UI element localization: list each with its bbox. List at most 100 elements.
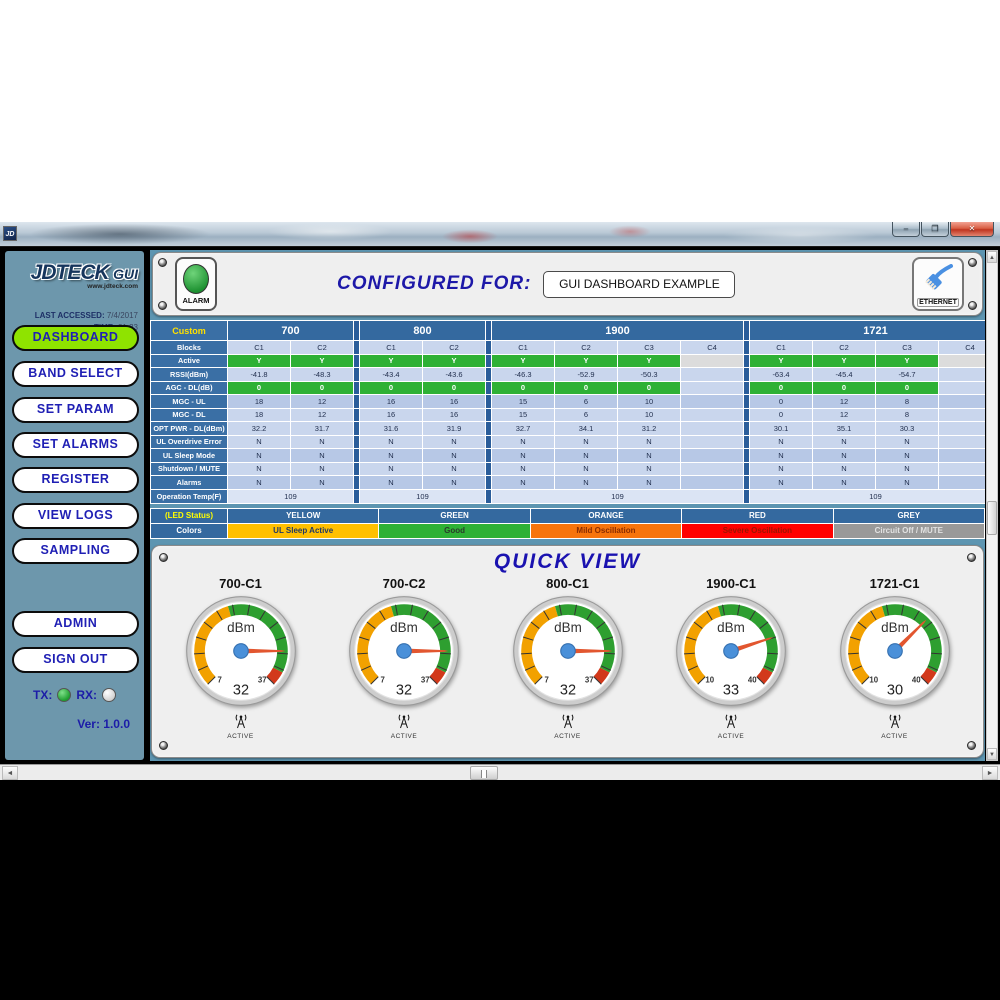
table-cell: 31.6 bbox=[360, 422, 422, 435]
table-cell bbox=[939, 422, 985, 435]
sidebar-item-sampling[interactable]: SAMPLING bbox=[12, 538, 139, 564]
sidebar-item-set-param[interactable]: SET PARAM bbox=[12, 397, 139, 423]
table-cell: N bbox=[492, 435, 554, 448]
status-table-wrap: Custom 700 800 1900 1721 Blocks C1 C2 C1 C2 C1 C2 C3… bbox=[150, 320, 985, 504]
vertical-scrollbar[interactable]: ▲ ▼ bbox=[986, 250, 998, 761]
legend-column-header: RED bbox=[682, 508, 833, 523]
band-divider-icon bbox=[744, 435, 749, 448]
sidebar-item-dashboard[interactable]: DASHBOARD bbox=[12, 325, 139, 351]
table-cell bbox=[939, 408, 985, 421]
table-cell: N bbox=[876, 462, 938, 475]
table-cell: N bbox=[555, 449, 617, 462]
alarm-led-icon bbox=[183, 263, 209, 294]
table-cell: N bbox=[423, 435, 485, 448]
table-cell: 0 bbox=[423, 381, 485, 394]
table-cell: N bbox=[228, 476, 290, 489]
gauge-status-label: ACTIVE bbox=[717, 732, 745, 740]
row-label: Shutdown / MUTE bbox=[151, 462, 227, 475]
table-cell: 12 bbox=[291, 395, 353, 408]
table-cell: N bbox=[618, 435, 680, 448]
table-cell: -46.3 bbox=[492, 368, 554, 381]
maximize-button[interactable]: ❐ bbox=[921, 222, 949, 237]
close-button[interactable]: ✕ bbox=[950, 222, 994, 237]
table-cell bbox=[681, 462, 743, 475]
band-header: 700 bbox=[228, 321, 353, 340]
alarm-button[interactable]: ALARM bbox=[175, 257, 217, 311]
scroll-down-icon[interactable]: ▼ bbox=[987, 748, 997, 760]
table-cell: Y bbox=[423, 354, 485, 367]
svg-text:7: 7 bbox=[544, 675, 549, 684]
minimize-button[interactable]: – bbox=[892, 222, 920, 237]
table-cell: N bbox=[750, 449, 812, 462]
table-cell bbox=[681, 476, 743, 489]
gauge-title: 1721-C1 bbox=[869, 575, 920, 591]
band-divider-icon bbox=[354, 395, 359, 408]
band-divider-icon bbox=[354, 408, 359, 421]
table-cell: -54.7 bbox=[876, 368, 938, 381]
desktop-background bbox=[0, 0, 1000, 222]
table-cell: N bbox=[291, 462, 353, 475]
table-corner-custom: Custom bbox=[151, 321, 227, 340]
table-cell: -45.4 bbox=[813, 368, 875, 381]
table-cell: N bbox=[492, 449, 554, 462]
table-cell bbox=[681, 449, 743, 462]
scroll-right-icon[interactable]: ► bbox=[982, 766, 998, 780]
sidebar-item-set-alarms[interactable]: SET ALARMS bbox=[12, 432, 139, 458]
horizontal-scroll-thumb[interactable] bbox=[470, 766, 498, 780]
svg-text:40: 40 bbox=[748, 675, 757, 684]
table-cell bbox=[681, 408, 743, 421]
gauge-block: 700-C1 dBm 7 37 32 ACTIVE bbox=[166, 576, 316, 740]
gauge-block: 700-C2 dBm 7 37 32 ACTIVE bbox=[329, 576, 479, 740]
sign-out-button[interactable]: SIGN OUT bbox=[12, 647, 139, 673]
table-cell: -41.8 bbox=[228, 368, 290, 381]
gauge-status-label: ACTIVE bbox=[227, 732, 254, 740]
legend-column-header: YELLOW bbox=[228, 508, 379, 523]
table-cell: 0 bbox=[750, 408, 812, 421]
scroll-left-icon[interactable]: ◄ bbox=[2, 766, 18, 780]
table-cell: N bbox=[813, 435, 875, 448]
temp-cell: 109 bbox=[228, 489, 353, 503]
svg-text:32: 32 bbox=[396, 682, 412, 698]
vertical-scroll-thumb[interactable] bbox=[987, 501, 997, 535]
band-divider-icon bbox=[354, 476, 359, 489]
header-panel: ALARM CONFIGURED FOR: GUI DASHBOARD EXAM… bbox=[152, 252, 983, 316]
band-divider-icon bbox=[744, 449, 749, 462]
table-cell: C2 bbox=[813, 341, 875, 354]
table-cell: Y bbox=[555, 354, 617, 367]
configured-for-field[interactable]: GUI DASHBOARD EXAMPLE bbox=[543, 270, 736, 298]
scroll-up-icon[interactable]: ▲ bbox=[987, 251, 997, 263]
sidebar-item-view-logs[interactable]: VIEW LOGS bbox=[12, 503, 139, 529]
horizontal-scrollbar[interactable]: ◄ ► bbox=[0, 764, 1000, 780]
window-titlebar[interactable]: JD – ❐ ✕ bbox=[0, 222, 1000, 247]
sidebar-item-register[interactable]: REGISTER bbox=[12, 467, 139, 493]
svg-text:37: 37 bbox=[257, 675, 266, 684]
ethernet-button[interactable]: ETHERNET bbox=[912, 257, 964, 311]
sidebar: JDTECK GUI www.jdteck.com LAST ACCESSED:… bbox=[5, 251, 144, 760]
table-cell: N bbox=[360, 462, 422, 475]
alarm-label: ALARM bbox=[182, 295, 210, 305]
table-cell bbox=[939, 462, 985, 475]
table-cell bbox=[939, 354, 985, 367]
gauge-dial-icon: dBm 7 37 32 bbox=[185, 595, 296, 706]
svg-text:37: 37 bbox=[421, 675, 430, 684]
table-cell: 0 bbox=[876, 381, 938, 394]
antenna-icon bbox=[725, 714, 737, 728]
status-table: Custom 700 800 1900 1721 Blocks C1 C2 C1 C2 C1 C2 C3… bbox=[150, 320, 985, 504]
gauge-title: 700-C1 bbox=[219, 575, 262, 591]
table-cell bbox=[681, 354, 743, 367]
sidebar-item-band-select[interactable]: BAND SELECT bbox=[12, 361, 139, 387]
table-cell: 10 bbox=[618, 408, 680, 421]
band-divider-icon bbox=[354, 435, 359, 448]
table-cell: 0 bbox=[618, 381, 680, 394]
admin-button[interactable]: ADMIN bbox=[12, 611, 139, 637]
table-cell: 12 bbox=[813, 395, 875, 408]
svg-text:10: 10 bbox=[869, 675, 878, 684]
band-divider-icon bbox=[354, 368, 359, 381]
table-cell: C1 bbox=[360, 341, 422, 354]
table-cell: 8 bbox=[876, 408, 938, 421]
row-label: MGC - UL bbox=[151, 395, 227, 408]
table-cell: 0 bbox=[291, 381, 353, 394]
table-cell: 32.7 bbox=[492, 422, 554, 435]
table-cell: 35.1 bbox=[813, 422, 875, 435]
table-cell: 15 bbox=[492, 408, 554, 421]
